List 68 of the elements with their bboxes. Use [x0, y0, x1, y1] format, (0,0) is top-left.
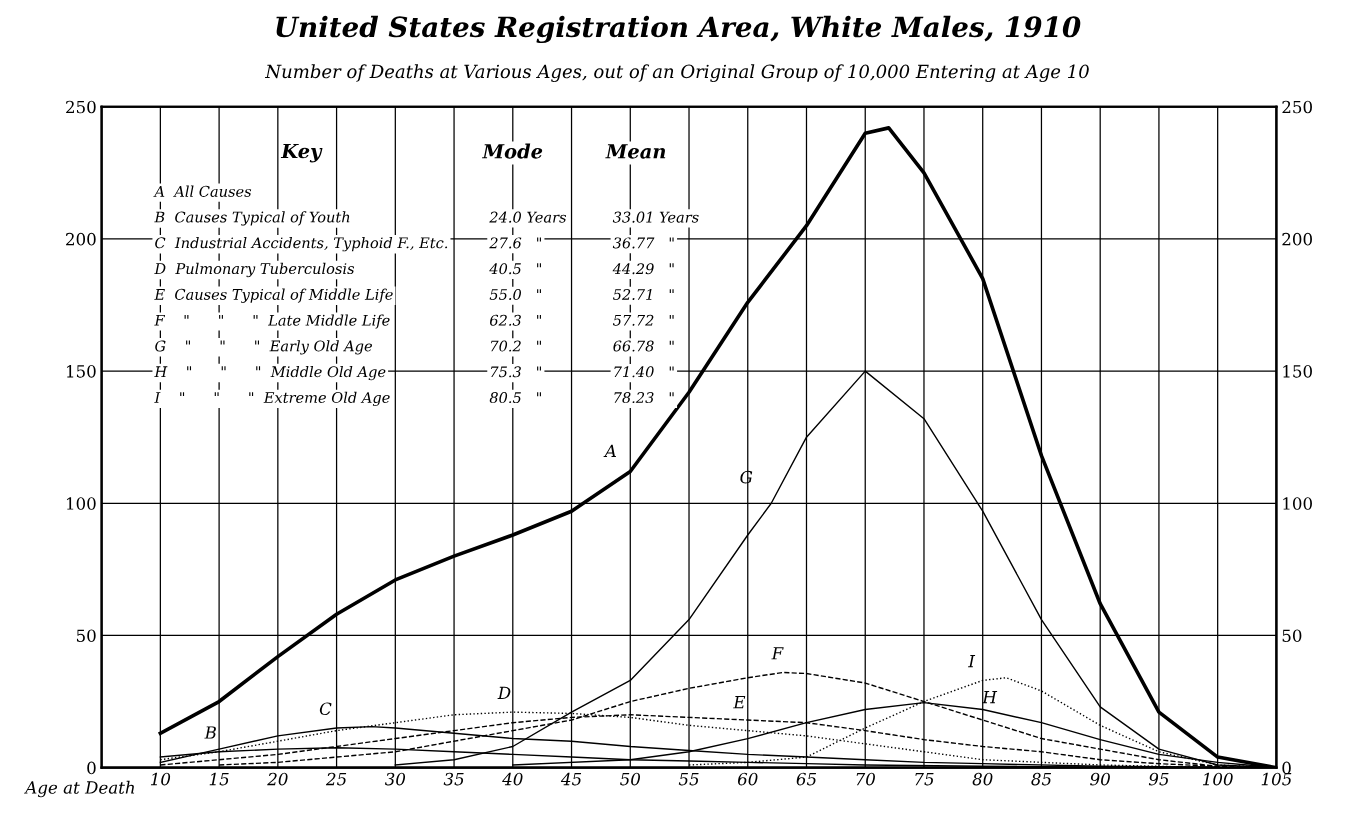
x-tick-label: 50 [620, 772, 641, 786]
x-tick-label: 40 [502, 772, 523, 786]
x-tick-label: 60 [737, 772, 758, 786]
y2-tick-label: 200 [1282, 232, 1312, 246]
annotation: C Industrial Accidents, Typhoid F., Etc. [155, 237, 448, 252]
x-tick-label: 65 [796, 772, 817, 786]
y2-tick-label: 50 [1282, 629, 1302, 643]
x-tick-label: 20 [267, 772, 288, 786]
annotation: 75.3 " [491, 366, 541, 378]
y-tick-label: 250 [66, 100, 96, 114]
annotation: D Pulmonary Tuberculosis [154, 262, 355, 278]
annotation: 27.6 " [489, 237, 541, 249]
y-tick-label: 150 [66, 365, 96, 378]
annotation: 40.5 " [489, 263, 541, 275]
x-tick-label: 90 [1090, 772, 1110, 786]
annotation: 78.23 " [614, 392, 674, 404]
series-label: A [603, 444, 617, 457]
x-tick-label: 15 [209, 772, 229, 786]
x-tick-label: 100 [1202, 772, 1233, 786]
y-tick-label: 200 [66, 232, 96, 246]
annotation: 62.3 " [490, 314, 541, 326]
annotation: H " " " Middle Old Age [154, 365, 386, 381]
annotation: E Causes Typical of Middle Life [154, 288, 393, 303]
annotation: 52.71 " [612, 288, 674, 300]
annotation: 70.2 " [491, 340, 541, 352]
y2-tick-label: 150 [1283, 365, 1312, 378]
y-tick-label: 100 [66, 497, 96, 510]
annotation: Key [280, 143, 323, 163]
x-tick-label: 45 [560, 772, 582, 786]
annotation: 66.78 " [613, 340, 674, 352]
annotation: 80.5 " [489, 392, 541, 404]
chart-subtitle: Number of Deaths at Various Ages, out of an Original Group of 10,000 Entering at Age 10 [264, 64, 1089, 83]
annotation: Mode [482, 143, 543, 159]
y2-tick-label: 250 [1282, 100, 1312, 114]
x-tick-label: 35 [443, 772, 464, 786]
x-tick-label: 75 [915, 773, 934, 786]
annotation: 36.77 " [612, 237, 674, 249]
annotation: 55.0 " [489, 288, 541, 300]
chart-title: United States Registration Area, White Males, 1910 [276, 15, 1081, 44]
x-tick-label: 55 [678, 773, 699, 786]
annotation: Mean [605, 144, 666, 159]
series-label: B [204, 726, 216, 739]
annotation: 71.40 " [614, 366, 674, 378]
annotation: 57.72 " [612, 314, 674, 326]
series-label: D [497, 686, 511, 699]
annotation: I " " " Extreme Old Age [154, 391, 390, 407]
y2-tick-label: 100 [1283, 497, 1312, 510]
x-tick-label: 80 [972, 772, 993, 786]
x-tick-label: 30 [384, 772, 406, 786]
series-label: F [771, 647, 784, 660]
x-tick-label: 10 [150, 772, 171, 786]
x-tick-label: 95 [1148, 772, 1169, 786]
series-label: I [968, 655, 976, 668]
x-tick-label: 85 [1031, 772, 1052, 786]
y-tick-label: 0 [87, 761, 96, 775]
series-label: C [319, 702, 332, 716]
annotation: F " " " Late Middle Life [154, 314, 390, 329]
x-axis-title: Age at Death [23, 780, 135, 798]
series-label: E [733, 696, 746, 709]
annotation: 24.0 Years [489, 211, 567, 223]
annotation: B Causes Typical of Youth [154, 211, 350, 226]
annotation: 44.29 " [612, 263, 674, 275]
annotation: A All Causes [153, 185, 252, 197]
annotation: G " " " Early Old Age [155, 340, 372, 355]
x-tick-label: 70 [856, 772, 875, 786]
y-tick-label: 50 [76, 629, 96, 643]
annotation: 33.01 Years [612, 211, 699, 223]
x-tick-label: 25 [325, 772, 347, 786]
